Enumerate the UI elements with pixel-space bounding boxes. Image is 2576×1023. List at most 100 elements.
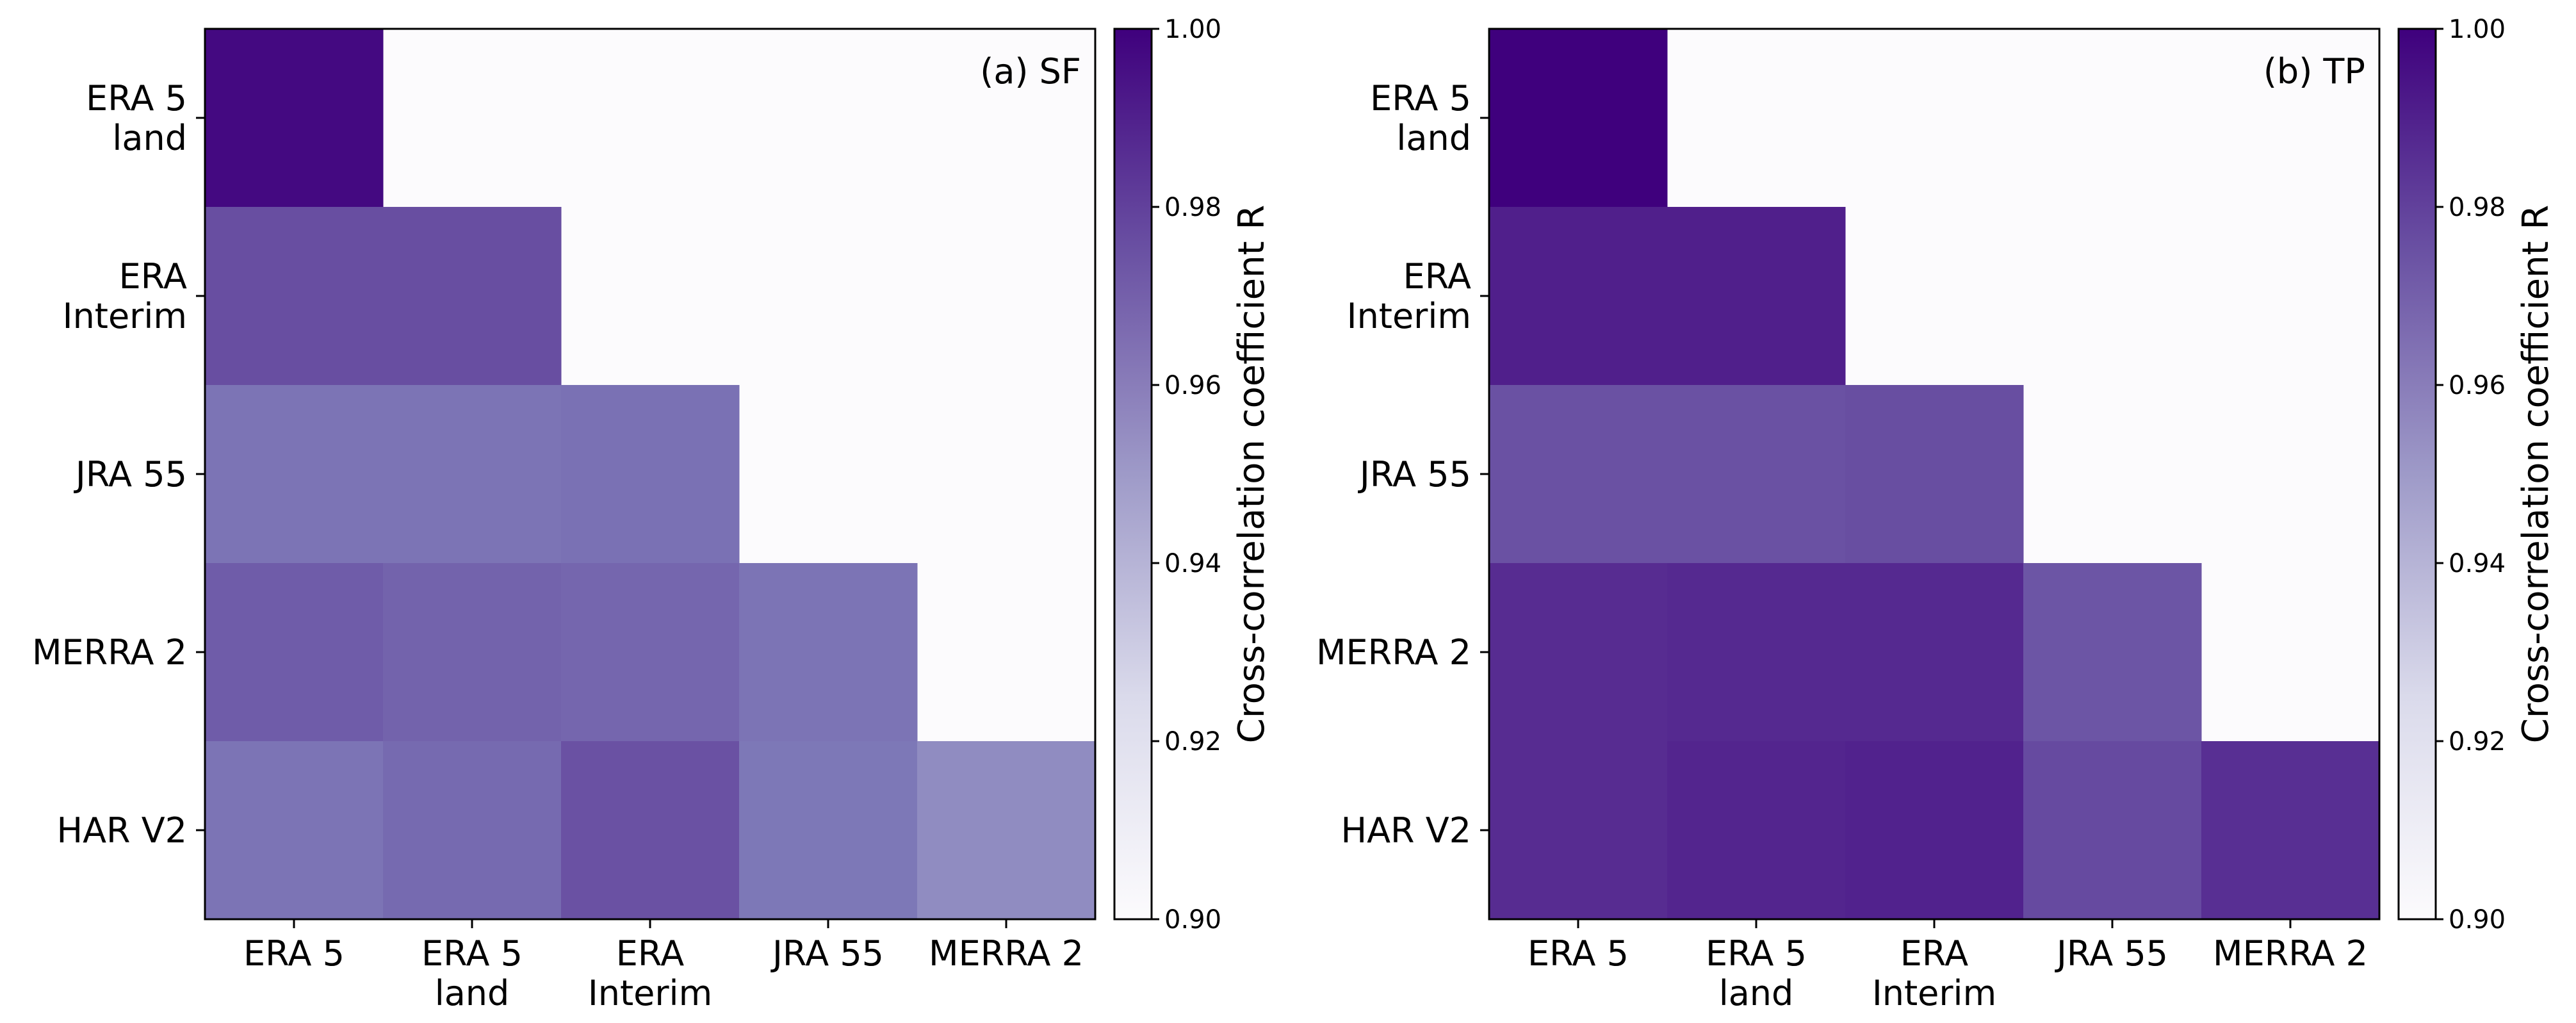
colorbar bbox=[2399, 29, 2436, 919]
colorbar-tick-label: 0.92 bbox=[1164, 727, 1221, 757]
y-tick-label-line: ERA bbox=[119, 256, 187, 297]
heatmap-cell-r4-c0 bbox=[1489, 741, 1668, 920]
x-tick-label: ERA 5 bbox=[1528, 933, 1629, 974]
colorbar-tick-label: 0.90 bbox=[1164, 905, 1221, 935]
y-tick-label: JRA 55 bbox=[74, 454, 187, 495]
x-tick-label-line: JRA 55 bbox=[770, 933, 884, 974]
y-tick-label: MERRA 2 bbox=[1316, 632, 1471, 673]
colorbar-tick-label: 0.94 bbox=[1164, 549, 1221, 578]
x-tick-label-line: ERA bbox=[1900, 933, 1968, 974]
heatmap-cell-r3-c1 bbox=[1667, 563, 1846, 742]
y-tick-label-line: land bbox=[1396, 118, 1471, 158]
colorbar-tick-label: 1.00 bbox=[1164, 15, 1221, 44]
x-tick-label-line: JRA 55 bbox=[2055, 933, 2168, 974]
x-tick-label-line: Interim bbox=[1872, 973, 1996, 1013]
x-tick-label-line: ERA bbox=[616, 933, 684, 974]
x-tick-label-line: land bbox=[435, 973, 510, 1013]
heatmap-cell-r1-c0 bbox=[1489, 207, 1668, 386]
y-tick-label: HAR V2 bbox=[56, 810, 187, 851]
y-tick-label-line: JRA 55 bbox=[74, 454, 187, 495]
x-tick-label: ERA Interim bbox=[588, 933, 712, 1013]
y-tick-label: ERA Interim bbox=[63, 256, 187, 336]
y-tick-label-line: HAR V2 bbox=[1341, 810, 1471, 851]
y-tick-label-line: Interim bbox=[1347, 296, 1471, 336]
heatmap-cell-r4-c3 bbox=[2023, 741, 2202, 920]
heatmap-cell-r4-c2 bbox=[1845, 741, 2024, 920]
colorbar bbox=[1114, 29, 1152, 919]
heatmap-cell-r3-c1 bbox=[383, 563, 562, 742]
heatmap-cell-r0-c0 bbox=[205, 29, 384, 208]
colorbar-tick-label: 0.98 bbox=[2449, 193, 2506, 222]
y-tick-label-line: MERRA 2 bbox=[32, 632, 187, 673]
y-tick-label-line: Interim bbox=[63, 296, 187, 336]
colorbar-tick-label: 1.00 bbox=[2449, 15, 2506, 44]
heatmap-cell-r4-c0 bbox=[205, 741, 384, 920]
panel-label: (a) SF bbox=[980, 51, 1081, 92]
y-tick-label-line: MERRA 2 bbox=[1316, 632, 1471, 673]
x-tick-label-line: Interim bbox=[588, 973, 712, 1013]
y-tick-label: MERRA 2 bbox=[32, 632, 187, 673]
x-tick-label: ERA Interim bbox=[1872, 933, 1996, 1013]
x-tick-label-line: MERRA 2 bbox=[929, 933, 1084, 974]
x-tick-label-line: MERRA 2 bbox=[2213, 933, 2368, 974]
y-tick-label: HAR V2 bbox=[1341, 810, 1471, 851]
heatmap-cell-r3-c0 bbox=[1489, 563, 1668, 742]
x-tick-label: JRA 55 bbox=[770, 933, 884, 974]
x-tick-label-line: ERA 5 bbox=[243, 933, 345, 974]
heatmap-cell-r2-c0 bbox=[1489, 385, 1668, 564]
x-tick-label: JRA 55 bbox=[2055, 933, 2168, 974]
heatmap-cell-r4-c4 bbox=[2201, 741, 2380, 920]
colorbar-frame bbox=[2397, 28, 2437, 921]
colorbar-tick-label: 0.98 bbox=[1164, 193, 1221, 222]
x-tick-label: ERA 5 bbox=[243, 933, 345, 974]
heatmap-cell-r2-c1 bbox=[383, 385, 562, 564]
heatmap-cell-r3-c2 bbox=[1845, 563, 2024, 742]
x-tick-label-line: ERA 5 bbox=[421, 933, 523, 974]
heatmap-cell-r0-c0 bbox=[1489, 29, 1668, 208]
heatmap-cell-r2-c2 bbox=[1845, 385, 2024, 564]
y-tick-label-line: ERA bbox=[1403, 256, 1471, 297]
heatmap-cell-r4-c2 bbox=[561, 741, 740, 920]
panel-label: (b) TP bbox=[2263, 51, 2365, 92]
colorbar-label: Cross-correlation coefficient R bbox=[1231, 205, 1273, 744]
y-tick-label-line: land bbox=[112, 118, 187, 158]
colorbar-tick-label: 0.92 bbox=[2449, 727, 2506, 757]
heatmap-cell-r4-c4 bbox=[917, 741, 1096, 920]
y-tick-label-line: ERA 5 bbox=[1370, 78, 1471, 119]
heatmap-cell-r1-c1 bbox=[1667, 207, 1846, 386]
colorbar-tick-label: 0.94 bbox=[2449, 549, 2506, 578]
x-tick-label: ERA 5 land bbox=[1706, 933, 1807, 1013]
heatmap-cell-r2-c0 bbox=[205, 385, 384, 564]
x-tick-label-line: ERA 5 bbox=[1528, 933, 1629, 974]
heatmap-cell-r3-c0 bbox=[205, 563, 384, 742]
y-tick-label-line: HAR V2 bbox=[56, 810, 187, 851]
y-tick-label: ERA Interim bbox=[1347, 256, 1471, 336]
heatmap-cell-r3-c3 bbox=[2023, 563, 2202, 742]
colorbar-frame bbox=[1113, 28, 1153, 921]
heatmap-cell-r4-c1 bbox=[1667, 741, 1846, 920]
y-tick-label-line: ERA 5 bbox=[86, 78, 187, 119]
x-tick-label: MERRA 2 bbox=[929, 933, 1084, 974]
heatmap-cell-r2-c1 bbox=[1667, 385, 1846, 564]
colorbar-tick-label: 0.90 bbox=[2449, 905, 2506, 935]
heatmap-cell-r1-c1 bbox=[383, 207, 562, 386]
colorbar-tick-label: 0.96 bbox=[1164, 371, 1221, 400]
y-tick-label-line: JRA 55 bbox=[1358, 454, 1471, 495]
x-tick-label: MERRA 2 bbox=[2213, 933, 2368, 974]
heatmap-cell-r3-c2 bbox=[561, 563, 740, 742]
x-tick-label-line: land bbox=[1719, 973, 1794, 1013]
heatmap-cell-r3-c3 bbox=[739, 563, 918, 742]
y-tick-label: ERA 5 land bbox=[86, 78, 187, 158]
x-tick-label-line: ERA 5 bbox=[1706, 933, 1807, 974]
colorbar-tick-label: 0.96 bbox=[2449, 371, 2506, 400]
heatmap-cell-r2-c2 bbox=[561, 385, 740, 564]
y-tick-label: ERA 5 land bbox=[1370, 78, 1471, 158]
y-tick-label: JRA 55 bbox=[1358, 454, 1471, 495]
heatmap-cell-r4-c1 bbox=[383, 741, 562, 920]
colorbar-label: Cross-correlation coefficient R bbox=[2515, 205, 2557, 744]
x-tick-label: ERA 5 land bbox=[421, 933, 523, 1013]
heatmap-cell-r4-c3 bbox=[739, 741, 918, 920]
